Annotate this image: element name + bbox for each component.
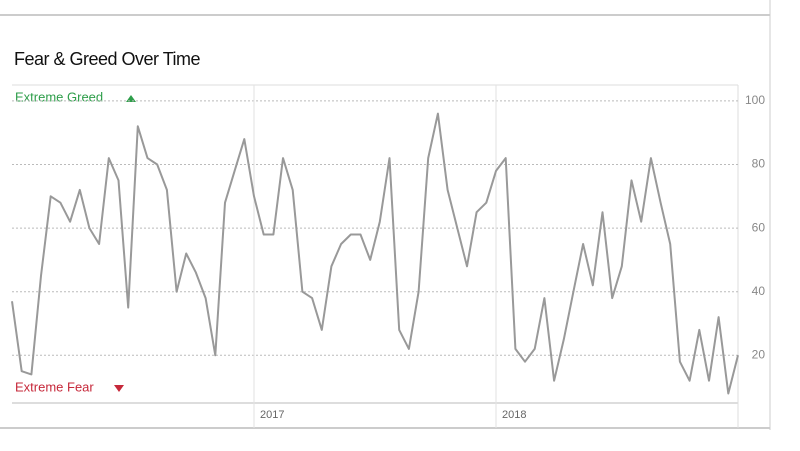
y-tick-label: 100 xyxy=(745,93,765,107)
greed-arrow xyxy=(126,95,136,102)
y-tick-label: 60 xyxy=(752,220,766,234)
fear-label: Extreme Fear xyxy=(15,379,94,394)
y-tick-label: 20 xyxy=(752,347,766,361)
fear-arrow xyxy=(114,385,124,392)
x-tick-label: 2018 xyxy=(502,409,526,421)
greed-label: Extreme Greed xyxy=(15,89,103,104)
x-tick-label: 2017 xyxy=(260,409,284,421)
chart-title: Fear & Greed Over Time xyxy=(14,49,201,69)
y-tick-label: 80 xyxy=(752,157,766,171)
data-line xyxy=(11,112,739,395)
y-tick-label: 40 xyxy=(752,284,766,298)
